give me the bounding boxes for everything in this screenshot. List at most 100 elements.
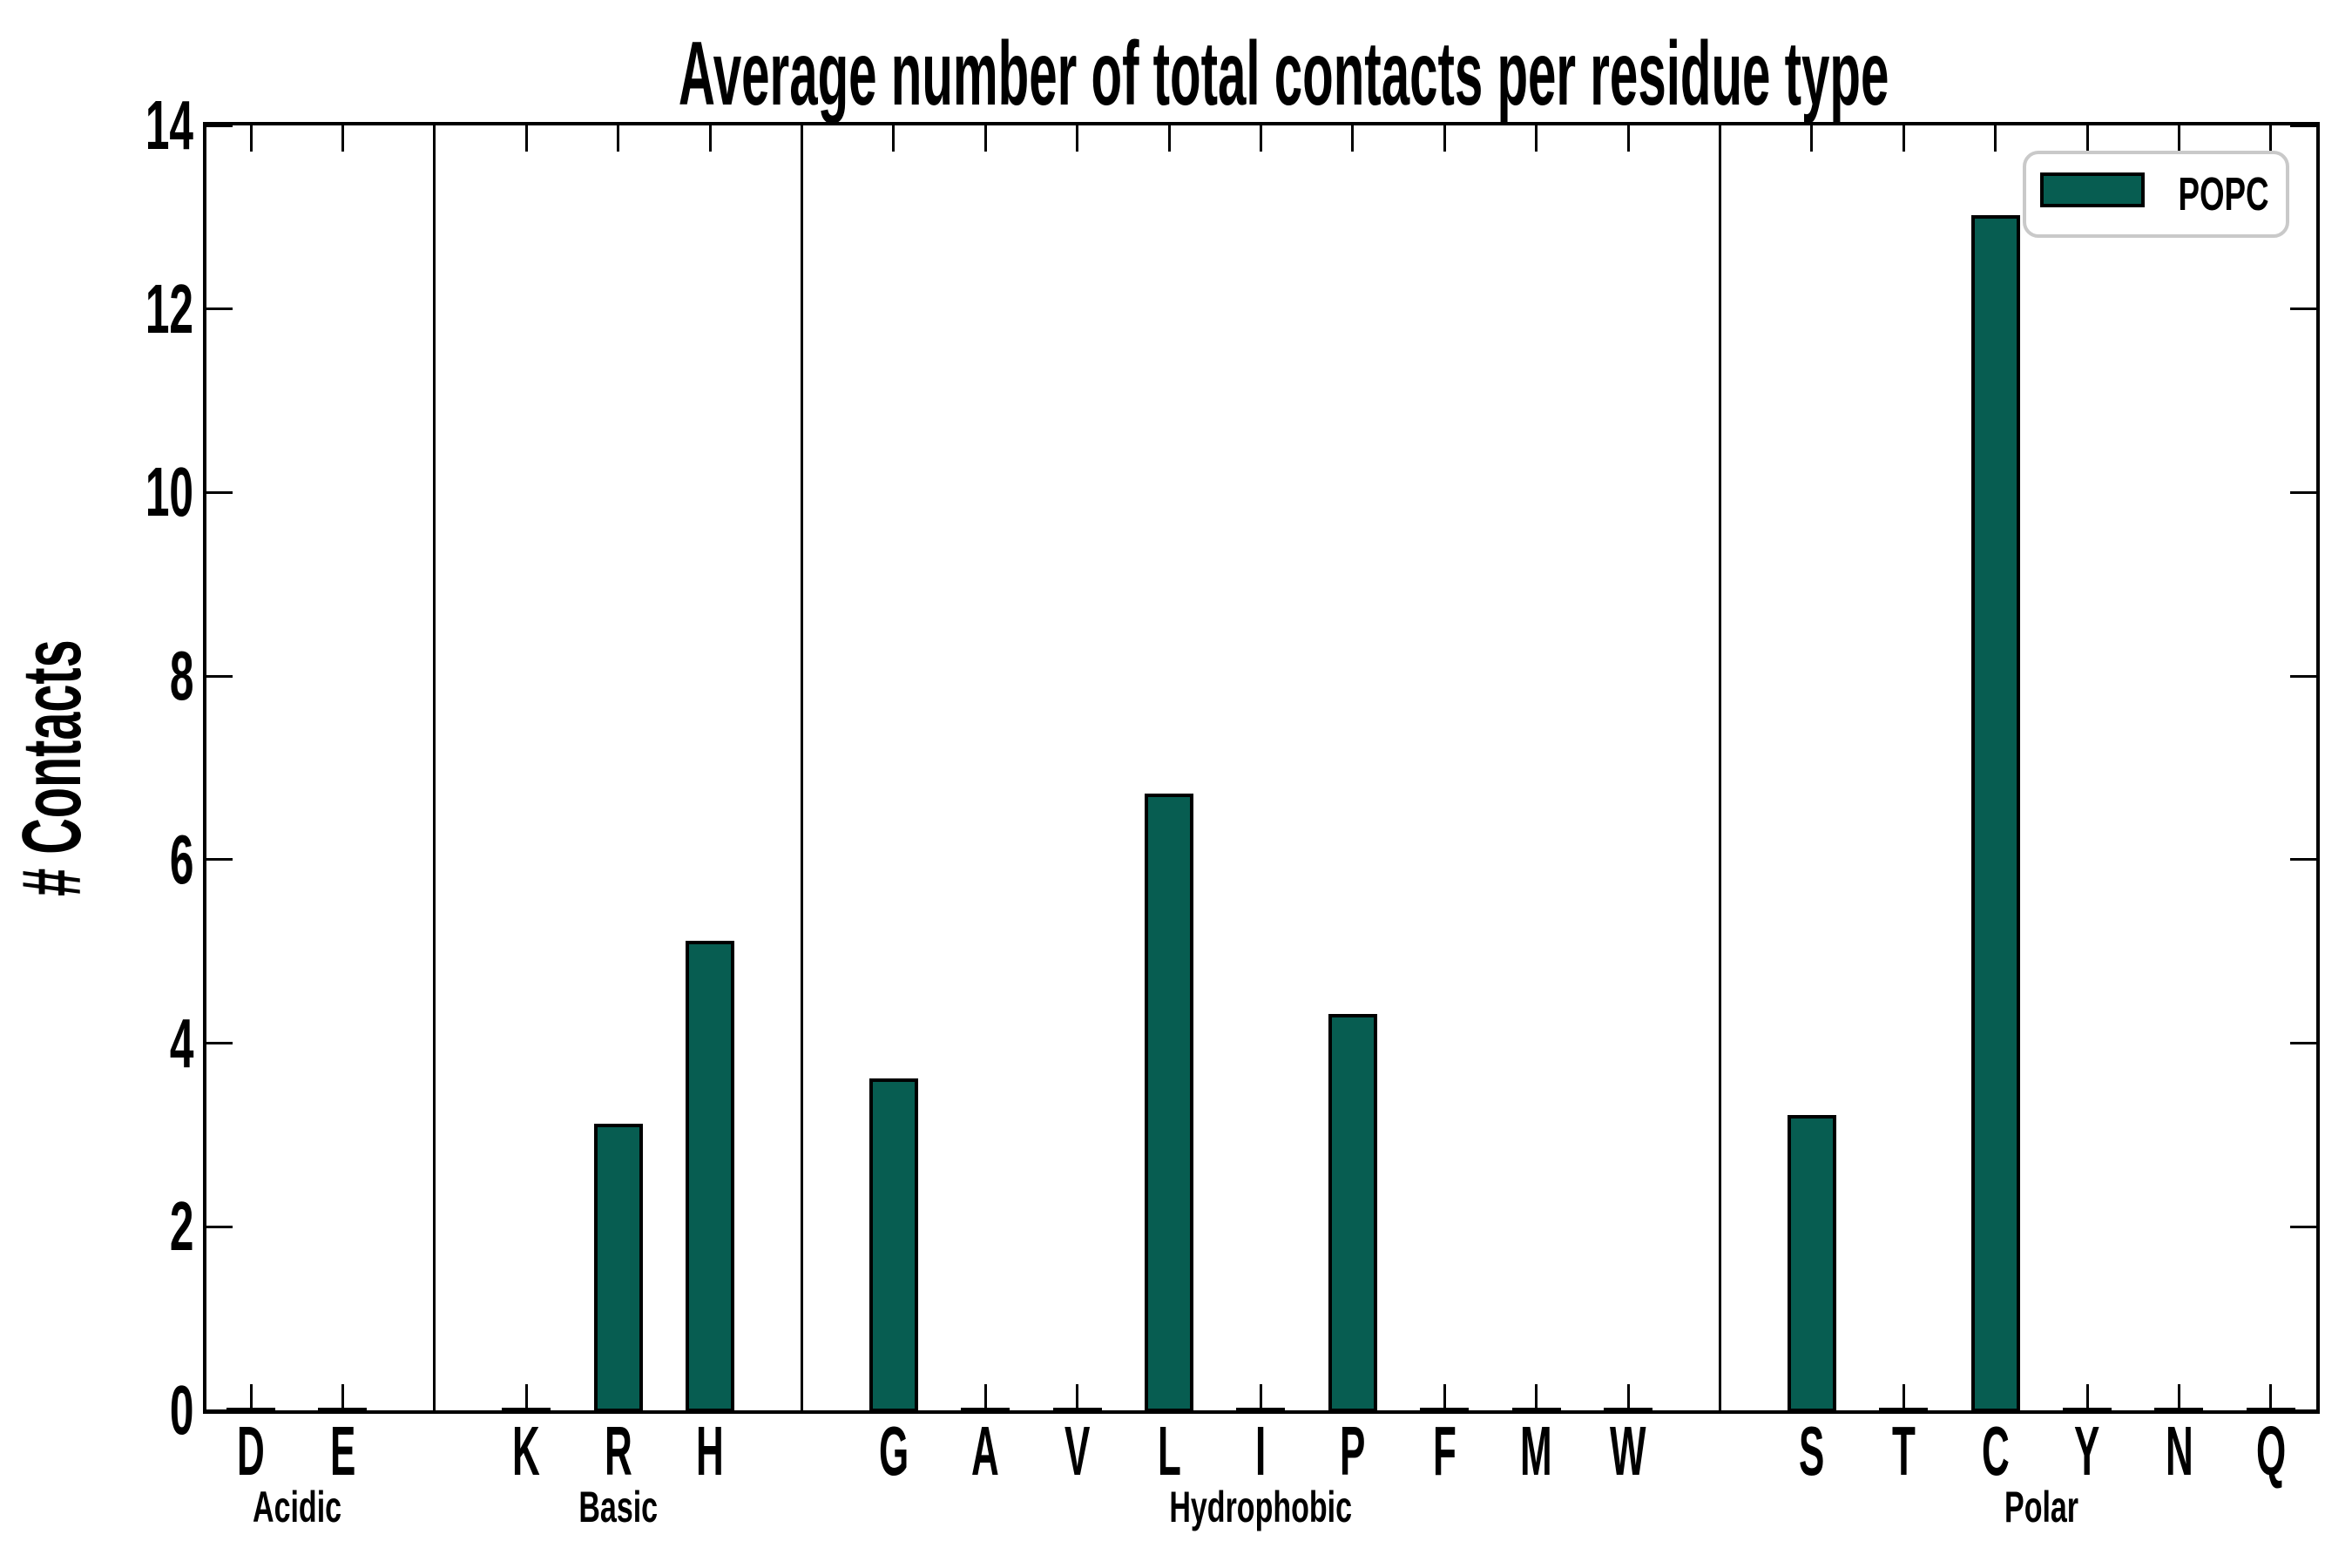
zero-bar-K	[502, 1408, 551, 1412]
y-tick-label-2: 2	[19, 1192, 193, 1261]
x-label-text: M	[1520, 1412, 1552, 1490]
y-tick-left-4	[206, 1042, 233, 1045]
group-label-basic: Basic	[401, 1484, 836, 1531]
x-label-text: W	[1610, 1412, 1646, 1490]
zero-bar-Q	[2246, 1408, 2295, 1412]
x-label-text: H	[696, 1412, 724, 1490]
bar-S	[1787, 1114, 1836, 1412]
zero-bar-V	[1052, 1408, 1102, 1412]
plot-area	[203, 122, 2320, 1414]
x-tick-bottom-Q	[2269, 1384, 2273, 1410]
x-label-A: A	[933, 1412, 1037, 1490]
x-tick-top-V	[1076, 125, 1079, 152]
x-label-text: Y	[2074, 1412, 2100, 1490]
y-tick-label-0: 0	[19, 1375, 193, 1445]
y-tick-label-text: 8	[169, 637, 193, 715]
y-tick-right-14	[2290, 124, 2316, 127]
bar-G	[868, 1078, 918, 1412]
x-label-text: L	[1157, 1412, 1181, 1490]
x-label-M: M	[1484, 1412, 1589, 1490]
x-label-T: T	[1851, 1412, 1956, 1490]
bar-P	[1328, 1013, 1377, 1412]
x-label-text: D	[237, 1412, 265, 1490]
bar-L	[1145, 794, 1193, 1412]
x-label-L: L	[1117, 1412, 1221, 1490]
y-tick-right-12	[2290, 308, 2316, 311]
x-tick-bottom-N	[2177, 1384, 2180, 1410]
x-label-text: N	[2165, 1412, 2193, 1490]
x-tick-top-M	[1535, 125, 1538, 152]
x-tick-top-G	[892, 125, 896, 152]
group-label-acidic: Acidic	[79, 1484, 515, 1531]
y-tick-label-8: 8	[19, 641, 193, 711]
legend-label: POPC	[2157, 154, 2281, 234]
zero-bar-A	[961, 1408, 1010, 1412]
y-tick-label-text: 12	[145, 269, 193, 348]
x-tick-top-S	[1810, 125, 1814, 152]
x-tick-bottom-A	[983, 1384, 987, 1410]
x-tick-top-N	[2177, 125, 2180, 152]
legend: POPC	[2023, 151, 2289, 238]
y-tick-left-6	[206, 858, 233, 862]
x-tick-bottom-E	[341, 1384, 344, 1410]
legend-label-text: POPC	[2178, 168, 2269, 220]
y-tick-label-text: 6	[169, 820, 193, 898]
x-label-text: Q	[2255, 1412, 2286, 1490]
x-label-W: W	[1576, 1412, 1680, 1490]
y-tick-left-10	[206, 490, 233, 494]
x-tick-top-A	[983, 125, 987, 152]
zero-bar-W	[1604, 1408, 1652, 1412]
group-label-text: Acidic	[252, 1483, 341, 1531]
y-tick-label-14: 14	[19, 91, 193, 160]
group-label-hydrophobic: Hydrophobic	[1043, 1484, 1478, 1531]
zero-bar-D	[226, 1408, 275, 1412]
x-label-K: K	[474, 1416, 578, 1486]
y-tick-label-10: 10	[19, 457, 193, 527]
x-label-text: F	[1432, 1412, 1456, 1490]
zero-bar-Y	[2063, 1408, 2112, 1412]
y-tick-label-12: 12	[19, 274, 193, 344]
x-tick-top-K	[524, 125, 528, 152]
zero-bar-M	[1511, 1408, 1561, 1412]
x-label-G: G	[841, 1416, 946, 1486]
y-tick-right-2	[2290, 1225, 2316, 1228]
zero-bar-F	[1420, 1408, 1470, 1412]
x-label-text: A	[971, 1412, 1000, 1490]
group-label-polar: Polar	[1823, 1484, 2259, 1531]
x-label-Y: Y	[2035, 1412, 2139, 1490]
x-label-text: T	[1891, 1412, 1916, 1490]
y-tick-left-0	[206, 1409, 233, 1412]
zero-bar-N	[2154, 1408, 2204, 1412]
x-label-Q: Q	[2219, 1412, 2323, 1490]
group-label-text: Basic	[578, 1483, 658, 1531]
x-tick-bottom-Y	[2085, 1384, 2089, 1410]
y-tick-right-0	[2290, 1409, 2316, 1412]
x-tick-top-R	[617, 125, 620, 152]
y-tick-right-8	[2290, 674, 2316, 678]
y-tick-label-6: 6	[19, 820, 193, 898]
y-tick-label-text: 10	[145, 453, 193, 531]
x-label-text: S	[1799, 1412, 1825, 1490]
y-tick-left-8	[206, 674, 233, 678]
x-label-V: V	[1025, 1412, 1130, 1490]
x-label-text: V	[1064, 1412, 1091, 1490]
y-tick-label-text: 14	[145, 86, 193, 164]
zero-bar-E	[318, 1408, 368, 1412]
x-tick-top-H	[708, 125, 712, 152]
y-tick-right-6	[2290, 858, 2316, 862]
x-tick-top-Q	[2269, 125, 2273, 152]
x-tick-top-L	[1167, 125, 1171, 152]
x-tick-top-C	[1994, 125, 1997, 152]
x-tick-top-F	[1443, 125, 1446, 152]
x-label-text: P	[1340, 1412, 1366, 1490]
x-tick-top-W	[1626, 125, 1630, 152]
x-label-R: R	[566, 1416, 671, 1486]
group-separator-0	[433, 125, 436, 1410]
x-label-text: E	[329, 1412, 356, 1490]
bar-R	[593, 1124, 643, 1412]
x-label-H: H	[658, 1412, 762, 1490]
group-label-text: Polar	[2004, 1483, 2078, 1531]
x-tick-bottom-K	[524, 1384, 528, 1410]
x-tick-top-I	[1259, 125, 1262, 152]
